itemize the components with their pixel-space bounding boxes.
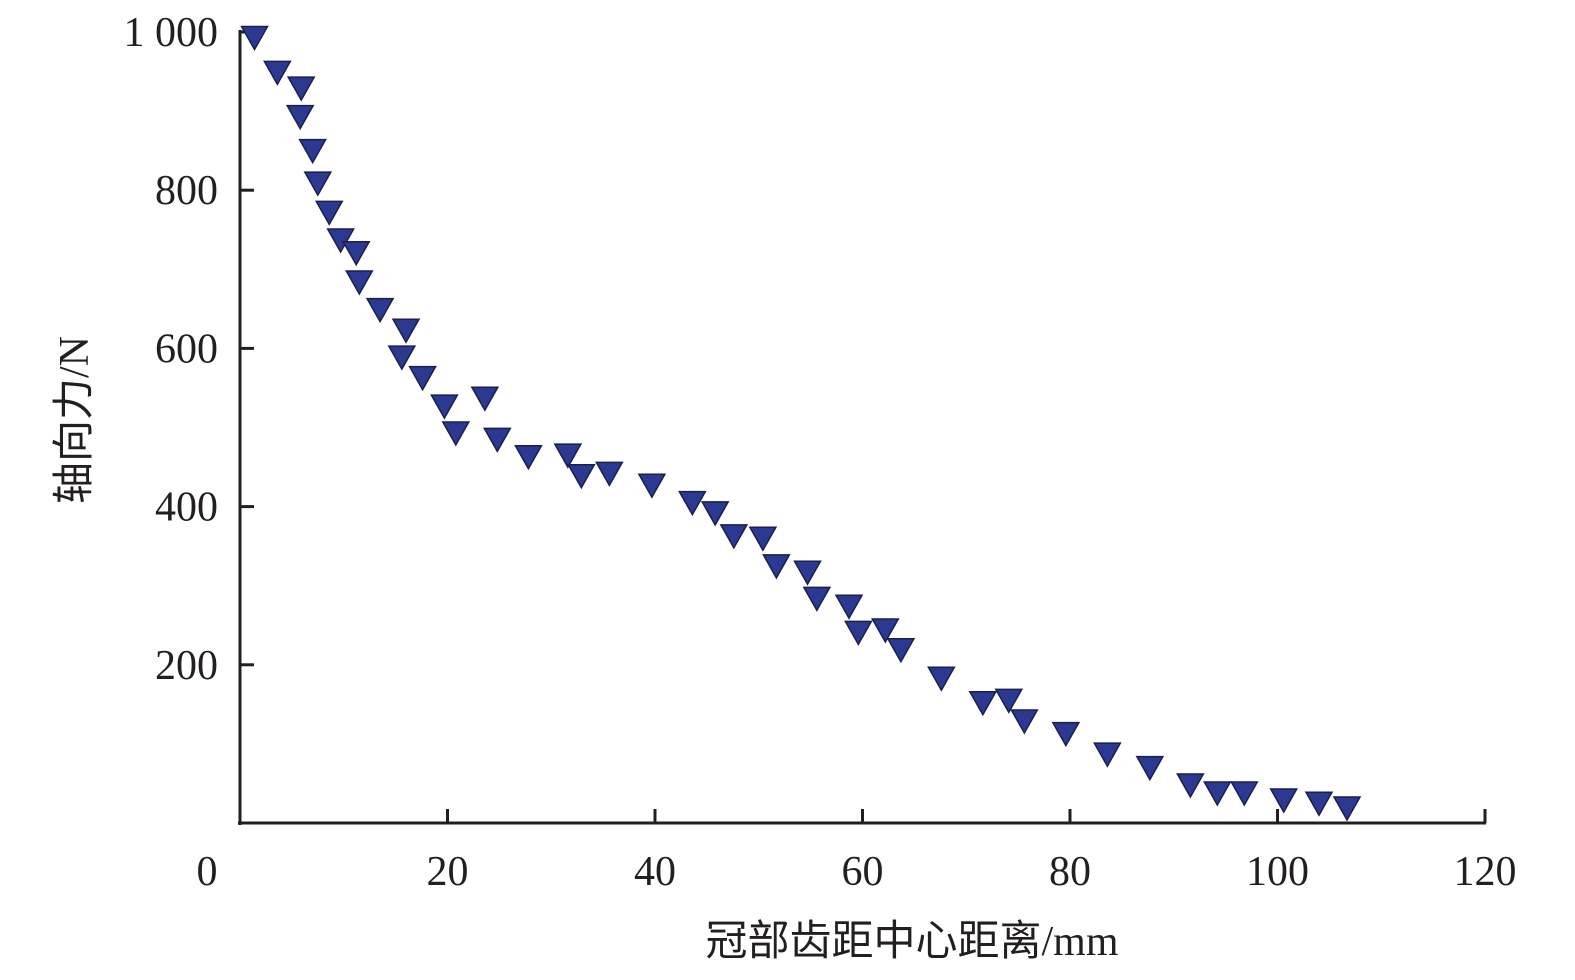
y-tick-label: 600 (155, 326, 218, 372)
data-point (391, 318, 421, 344)
data-point (387, 345, 417, 371)
data-point (748, 526, 778, 552)
data-point (637, 473, 667, 499)
x-ticks: 0 20 40 60 80 100 120 (197, 809, 1517, 895)
data-point (1135, 755, 1165, 782)
data-point (430, 394, 459, 420)
x-tick-label: 40 (634, 849, 676, 895)
axes (238, 30, 1486, 825)
y-ticks: 200 400 600 800 1 000 (124, 10, 254, 689)
data-point (700, 501, 730, 527)
data-point (263, 60, 292, 86)
data-point (286, 76, 316, 102)
y-axis-title: 轴向力/N (52, 336, 98, 504)
data-point (1230, 781, 1259, 807)
data-point (470, 386, 500, 412)
x-tick-label: 60 (842, 849, 884, 895)
data-point (927, 666, 956, 692)
data-point (1010, 709, 1039, 735)
data-point (341, 240, 371, 267)
data-point (1269, 788, 1299, 814)
x-tick-label: 20 (427, 849, 469, 895)
data-point (871, 618, 900, 644)
y-tick-label: 200 (155, 643, 218, 689)
data-point (802, 586, 832, 612)
data-point (285, 104, 315, 131)
data-point (1304, 791, 1334, 817)
x-axis-title: 冠部齿距中心距离/mm (705, 918, 1118, 965)
data-point (1093, 742, 1122, 768)
data-point (1176, 773, 1205, 799)
x-tick-label: 100 (1246, 849, 1309, 895)
data-point (762, 554, 791, 580)
data-point (844, 620, 873, 646)
x-tick-label: 120 (1454, 849, 1517, 895)
data-point (303, 171, 333, 197)
data-point (595, 461, 624, 487)
data-point (240, 25, 269, 52)
data-point (365, 297, 395, 324)
data-point (345, 270, 374, 296)
y-tick-label: 800 (155, 168, 218, 214)
data-point (441, 421, 471, 447)
data-point (994, 688, 1024, 714)
data-point (553, 443, 583, 469)
data-point (567, 464, 596, 490)
data-point (1332, 796, 1362, 822)
data-point (326, 228, 355, 254)
data-points (240, 25, 1362, 822)
data-point (483, 427, 512, 453)
data-point (408, 365, 437, 392)
data-point (968, 691, 998, 717)
data-point (719, 524, 749, 550)
data-point (314, 200, 344, 226)
data-point (678, 490, 707, 517)
y-tick-label: 400 (155, 485, 218, 531)
data-point (298, 138, 327, 165)
x-tick-label: 80 (1049, 849, 1091, 895)
data-point (1051, 721, 1081, 748)
data-point (793, 560, 822, 586)
data-point (834, 594, 864, 620)
data-point (514, 445, 543, 471)
data-point (886, 638, 916, 664)
data-point (1203, 781, 1232, 807)
x-tick-label: 0 (197, 849, 218, 895)
y-tick-label: 1 000 (124, 10, 219, 56)
